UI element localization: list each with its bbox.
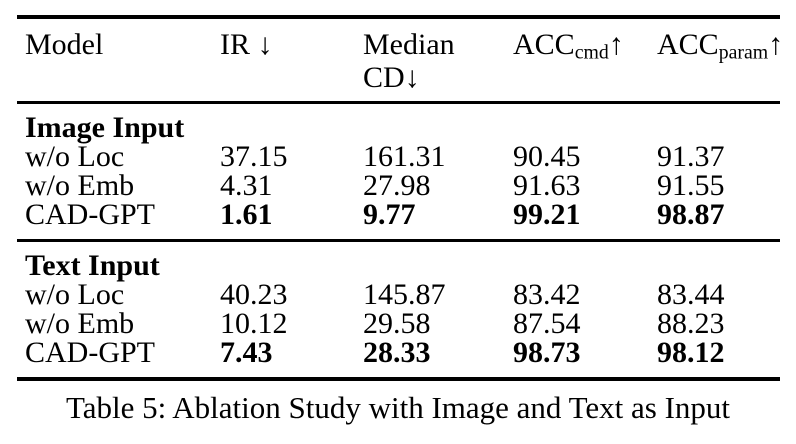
- section-text-input: Text Input w/o Loc 40.23 145.87 83.42 83…: [17, 240, 780, 380]
- cell-acc-param: 98.87: [657, 198, 725, 231]
- cell-ir: 10.12: [220, 307, 288, 340]
- cell-median-cd: 145.87: [363, 278, 446, 311]
- acc-cmd-subscript: cmd: [574, 41, 609, 64]
- cell-ir: 1.61: [220, 198, 273, 231]
- cell-median-cd: 28.33: [363, 336, 431, 369]
- col-header-median-line1: Median: [363, 28, 455, 61]
- cell-acc-param: 98.12: [657, 336, 725, 369]
- cell-model: CAD-GPT: [25, 198, 156, 231]
- col-header-acc-param: ACCparam↑: [657, 17, 784, 104]
- acc-cmd-base: ACC: [513, 28, 575, 61]
- cell-acc-param: 83.44: [657, 278, 725, 311]
- col-header-ir: IR ↓: [220, 17, 363, 104]
- ablation-table: Model IR ↓ Median CD↓ ACCcmd↑ ACCparam↑ …: [17, 15, 784, 381]
- table-row: w/o Emb 4.31 27.98 91.63 91.55: [17, 169, 780, 202]
- col-header-model: Model: [17, 17, 220, 104]
- cell-model: w/o Loc: [25, 278, 125, 311]
- cell-median-cd: 161.31: [363, 140, 446, 173]
- cell-model: w/o Emb: [25, 169, 135, 202]
- cell-median-cd: 29.58: [363, 307, 431, 340]
- section-title: Image Input: [25, 111, 185, 144]
- cell-ir: 37.15: [220, 140, 288, 173]
- cell-model: w/o Loc: [25, 140, 125, 173]
- section-title-row: Image Input: [17, 103, 780, 143]
- section-image-input: Image Input w/o Loc 37.15 161.31 90.45 9…: [17, 103, 780, 241]
- cell-acc-param: 91.55: [657, 169, 725, 202]
- table-row: w/o Loc 40.23 145.87 83.42 83.44: [17, 278, 780, 311]
- acc-param-base: ACC: [657, 28, 719, 61]
- col-header-acc-cmd: ACCcmd↑: [513, 17, 657, 104]
- cell-ir: 40.23: [220, 278, 288, 311]
- cell-median-cd: 9.77: [363, 198, 416, 231]
- acc-param-up-arrow-icon: ↑: [768, 28, 784, 61]
- table-row: w/o Emb 10.12 29.58 87.54 88.23: [17, 307, 780, 340]
- table-row: CAD-GPT 7.43 28.33 98.73 98.12: [17, 338, 780, 379]
- cell-acc-cmd: 91.63: [513, 169, 581, 202]
- section-title-row: Text Input: [17, 241, 780, 281]
- cell-acc-cmd: 99.21: [513, 198, 581, 231]
- cell-acc-cmd: 83.42: [513, 278, 581, 311]
- cell-model: w/o Emb: [25, 307, 135, 340]
- col-header-median-cd: Median CD↓: [363, 17, 513, 104]
- cell-model: CAD-GPT: [25, 336, 156, 369]
- cell-ir: 4.31: [220, 169, 273, 202]
- cell-ir: 7.43: [220, 336, 273, 369]
- table-header: Model IR ↓ Median CD↓ ACCcmd↑ ACCparam↑: [17, 17, 784, 104]
- acc-param-subscript: param: [718, 41, 769, 64]
- table-caption: Table 5: Ablation Study with Image and T…: [65, 390, 731, 425]
- table-row: CAD-GPT 1.61 9.77 99.21 98.87: [17, 200, 780, 241]
- table-row: w/o Loc 37.15 161.31 90.45 91.37: [17, 140, 780, 173]
- cell-acc-cmd: 90.45: [513, 140, 581, 173]
- acc-cmd-up-arrow-icon: ↑: [608, 28, 624, 61]
- cell-acc-cmd: 98.73: [513, 336, 581, 369]
- col-header-median-line2: CD↓: [363, 61, 420, 94]
- cell-median-cd: 27.98: [363, 169, 431, 202]
- cell-acc-param: 88.23: [657, 307, 725, 340]
- section-title: Text Input: [25, 249, 160, 282]
- header-row: Model IR ↓ Median CD↓ ACCcmd↑ ACCparam↑: [17, 17, 784, 104]
- cell-acc-param: 91.37: [657, 140, 725, 173]
- cell-acc-cmd: 87.54: [513, 307, 581, 340]
